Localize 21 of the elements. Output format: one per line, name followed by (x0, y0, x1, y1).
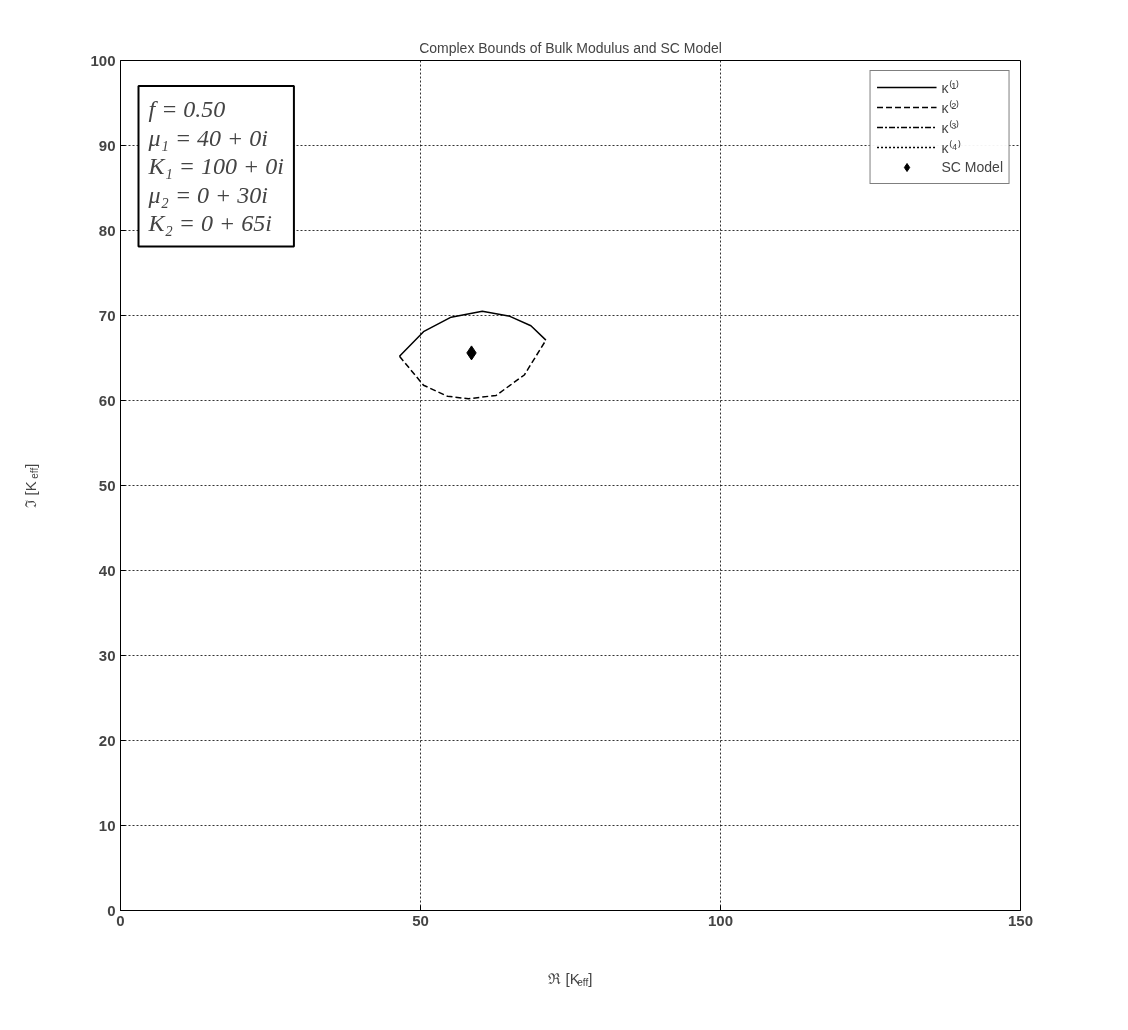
y-tick-label: 60 (98, 391, 116, 409)
legend-label: κ⁽²⁾ (941, 98, 961, 117)
y-tick-label: 90 (98, 136, 116, 154)
y-tick-label: 40 (98, 561, 116, 579)
x-tick-label: 150 (1007, 911, 1034, 929)
x-tick-label: 100 (707, 911, 734, 929)
y-tick-label: 30 (98, 646, 116, 664)
y-tick-label: 50 (98, 476, 116, 494)
x-tick-label: 50 (412, 911, 429, 929)
annotation: f = 0.50 μ₁ = 40 + 0i K₁ = 100 + 0i μ₂ = 0 + 30i K₂ = 0 + 65i (147, 96, 284, 237)
legend-label: κ⁽³⁾ (941, 118, 961, 137)
y-tick-label: 100 (90, 51, 116, 69)
legend-label: κ⁽¹⁾ (941, 78, 961, 97)
legend-label: κ⁽⁴⁾ (941, 138, 962, 157)
y-tick-label: 10 (98, 816, 116, 834)
y-tick-label: 80 (98, 221, 116, 239)
legend-label: SC Model (941, 159, 1003, 175)
chart-title: Complex Bounds of Bulk Modulus and SC Model (419, 39, 722, 56)
y-tick-label: 20 (98, 731, 116, 749)
y-tick-label: 70 (98, 306, 116, 324)
y-axis-title: ℑ [Keff] (22, 463, 40, 508)
